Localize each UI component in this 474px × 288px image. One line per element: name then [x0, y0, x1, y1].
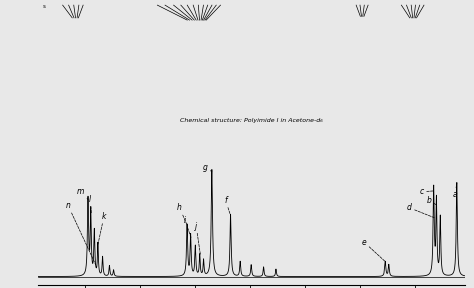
Text: a: a	[453, 183, 457, 200]
Text: i: i	[184, 216, 191, 238]
Text: b: b	[426, 196, 437, 205]
Text: n: n	[66, 201, 96, 265]
Text: c: c	[420, 187, 434, 196]
Text: e: e	[362, 238, 385, 262]
Text: d: d	[407, 203, 434, 218]
Text: h: h	[177, 203, 187, 225]
Text: Chemical structure: Polyimide I in Acetone-d₆: Chemical structure: Polyimide I in Aceto…	[180, 118, 323, 124]
Text: k: k	[98, 212, 106, 245]
Text: l: l	[89, 195, 91, 213]
Text: j: j	[195, 221, 201, 254]
Text: g: g	[203, 163, 212, 172]
Text: m: m	[77, 187, 88, 200]
Text: s: s	[42, 4, 45, 10]
Text: f: f	[224, 196, 230, 215]
